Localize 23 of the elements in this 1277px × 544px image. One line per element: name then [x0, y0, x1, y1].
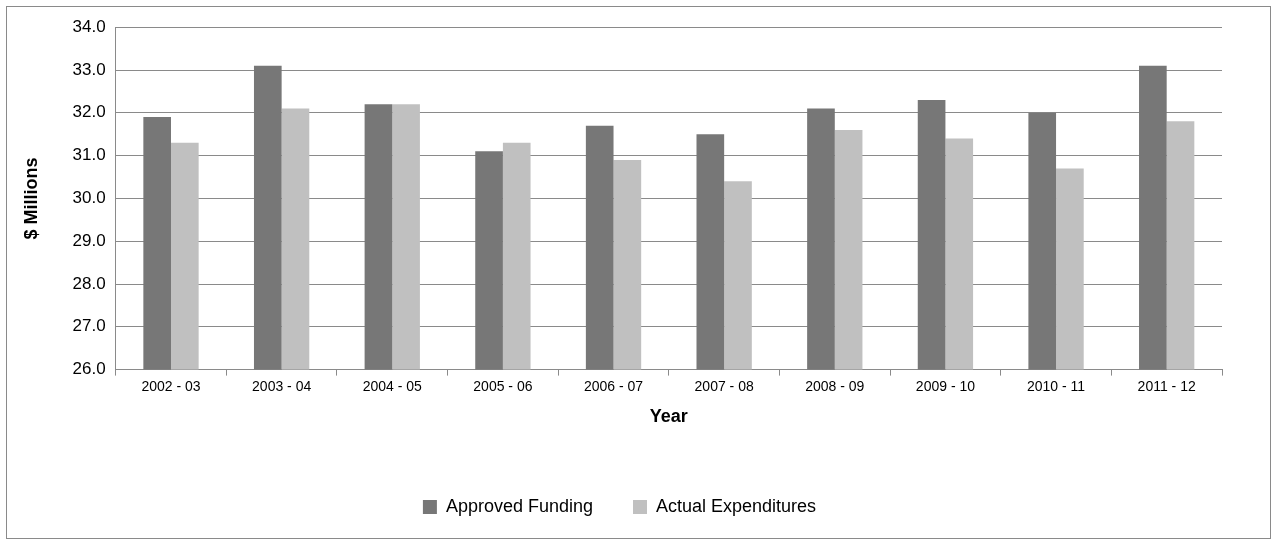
legend-label: Approved Funding — [445, 495, 594, 516]
x-tick-label: 2002 - 03 — [141, 377, 201, 394]
y-tick-label: 32.0 — [72, 102, 106, 122]
x-tick-label: 2007 - 08 — [694, 377, 754, 394]
x-tick-label: 2006 - 07 — [583, 377, 644, 394]
x-tick-label: 2011 - 12 — [1137, 377, 1196, 394]
y-tick-label: 29.0 — [72, 230, 106, 250]
y-tick-label: 26.0 — [72, 359, 106, 379]
x-tick-label: 2005 - 06 — [473, 377, 533, 394]
y-tick-label: 27.0 — [72, 316, 106, 336]
y-axis-title: $ Millions — [20, 157, 41, 240]
x-tick-label: 2008 - 09 — [805, 377, 865, 394]
x-tick-label: 2004 - 05 — [362, 377, 423, 394]
x-axis-title: Year — [649, 406, 688, 427]
y-tick-label: 34.0 — [72, 16, 106, 36]
x-tick-label: 2010 - 11 — [1026, 377, 1086, 394]
y-tick-label: 28.0 — [72, 273, 106, 293]
legend-label: Actual Expenditures — [656, 495, 817, 516]
y-tick-label: 31.0 — [72, 145, 106, 165]
y-tick-label: 33.0 — [72, 59, 106, 79]
x-tick-label: 2009 - 10 — [915, 377, 976, 394]
x-tick-label: 2003 - 04 — [252, 377, 312, 394]
y-tick-label: 30.0 — [72, 188, 106, 208]
